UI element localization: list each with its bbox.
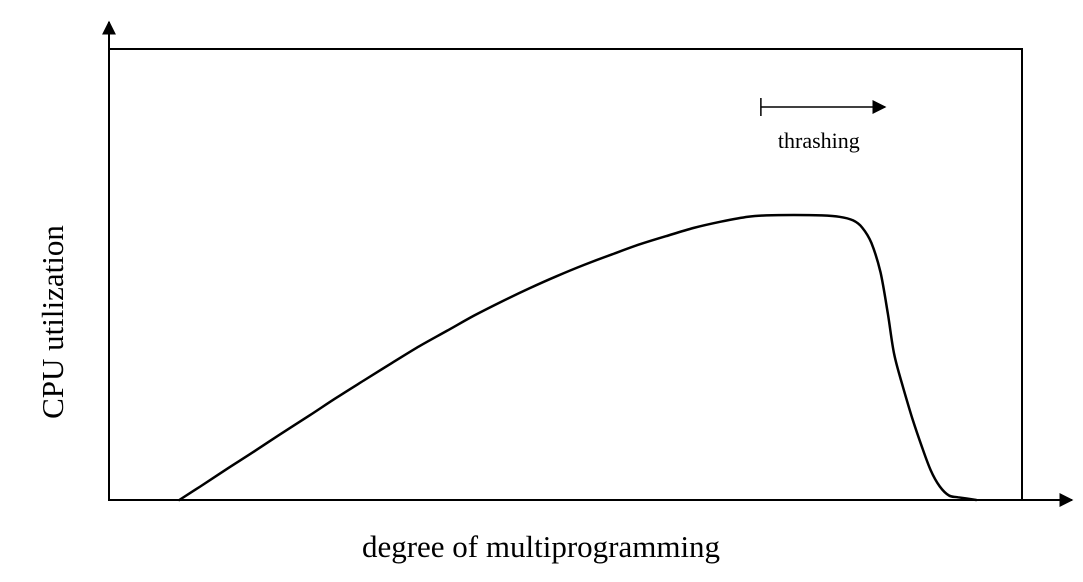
- y-axis-label: CPU utilization: [35, 225, 70, 419]
- thrashing-annotation: thrashing: [760, 98, 887, 153]
- cpu-utilization-curve: [178, 213, 978, 502]
- plot-frame: [108, 48, 1023, 501]
- x-axis-label: degree of multiprogramming: [362, 529, 720, 564]
- thrashing-label: thrashing: [778, 128, 860, 153]
